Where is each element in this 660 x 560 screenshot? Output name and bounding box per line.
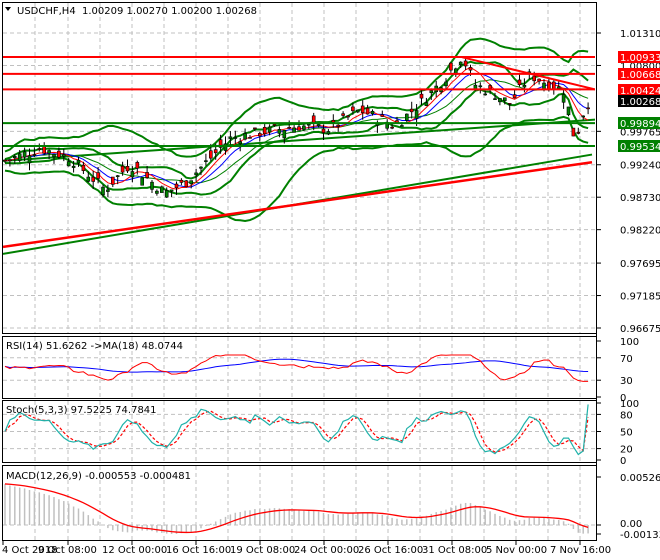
svg-text:0.00: 0.00: [620, 519, 642, 530]
svg-text:0.99894: 0.99894: [620, 119, 660, 130]
time-label: 16 Oct 16:00: [166, 545, 231, 556]
price-tick-label: 0.99240: [620, 161, 660, 172]
svg-text:50: 50: [620, 428, 633, 439]
svg-text:-0.001337: -0.001337: [620, 530, 660, 541]
svg-text:80: 80: [620, 410, 633, 421]
svg-text:20: 20: [620, 445, 633, 456]
time-label: 19 Oct 08:00: [230, 545, 295, 556]
stoch-grid: [3, 401, 596, 462]
rsi-title: RSI(14) 51.6262 ->MA(18) 48.0744: [6, 341, 183, 352]
triangle-down-icon[interactable]: [5, 7, 11, 11]
price-label-1.00268: 1.00268: [618, 95, 660, 108]
macd-panel[interactable]: [2, 465, 597, 541]
stoch-title: Stoch(5,3,3) 97.5225 74.7841: [6, 405, 157, 416]
ohlc-values: 1.00209 1.00270 1.00200 1.00268: [82, 6, 257, 17]
chart-header: USDCHF,H4 1.00209 1.00270 1.00200 1.0026…: [5, 6, 257, 17]
svg-text:0.99534: 0.99534: [620, 142, 660, 153]
svg-text:100: 100: [620, 399, 639, 410]
stoch-main-line: [4, 404, 589, 456]
symbol-title: USDCHF,H4: [17, 6, 76, 17]
stoch-signal-line: [4, 410, 589, 453]
rsi-grid: [3, 337, 596, 398]
support-resistance-levels[interactable]: [3, 55, 596, 148]
main-price-panel[interactable]: [2, 2, 597, 334]
price-tick-label: 0.98730: [620, 193, 660, 204]
price-tick-label: 0.97695: [620, 259, 660, 270]
price-axis[interactable]: 1.01310 1.00800 0.99765 0.99240 0.98730 0.982…: [597, 29, 660, 335]
svg-text:0.005262: 0.005262: [620, 473, 660, 484]
rsi-axis: 100 70 30 0: [597, 337, 639, 404]
price-tick-label: 0.98220: [620, 226, 660, 237]
svg-text:1.00268: 1.00268: [620, 97, 660, 108]
time-label: 24 Oct 00:00: [294, 545, 359, 556]
time-label: 4 Oct 2018: [2, 545, 57, 556]
svg-text:0: 0: [620, 456, 626, 467]
main-grid: [3, 3, 596, 333]
rsi-panel[interactable]: [2, 336, 597, 399]
svg-text:0: 0: [620, 393, 626, 404]
price-label-0.99534: 0.99534: [618, 140, 660, 153]
time-label: 9 Oct 08:00: [38, 545, 97, 556]
time-label: 12 Oct 00:00: [102, 545, 167, 556]
price-label-1.00424: 1.00424: [618, 84, 660, 97]
rsi-line: [4, 354, 589, 382]
price-tick-label: 0.96675: [620, 324, 660, 335]
stochastic-panel[interactable]: [2, 400, 597, 463]
price-tick-label: 1.00800: [620, 61, 660, 72]
macd-signal-line: [4, 483, 589, 534]
macd-axis: 0.005262 0.00-0.001337: [597, 473, 660, 541]
price-tick-label: 0.99765: [620, 127, 660, 138]
svg-text:30: 30: [620, 376, 633, 387]
price-tick-label: 0.97185: [620, 292, 660, 303]
time-label: 5 Nov 00:00: [486, 545, 547, 556]
svg-text:1.00424: 1.00424: [620, 86, 660, 97]
price-label-1.00668: 1.00668: [618, 68, 660, 81]
candlesticks: [3, 57, 590, 198]
descending-trendline[interactable]: [461, 56, 596, 91]
time-label: 7 Nov 16:00: [550, 545, 611, 556]
svg-text:100: 100: [620, 337, 639, 348]
macd-title: MACD(12,26,9) -0.000553 -0.000481: [6, 471, 191, 482]
rsi-ma-line: [4, 358, 589, 373]
time-label: 31 Oct 08:00: [422, 545, 487, 556]
svg-text:70: 70: [620, 354, 633, 365]
svg-text:1.00668: 1.00668: [620, 70, 660, 81]
price-label-1.00933: 1.00933: [618, 51, 660, 64]
price-label-0.99894: 0.99894: [618, 117, 660, 130]
svg-text:1.00933: 1.00933: [620, 53, 660, 64]
price-tick-label: 1.01310: [620, 29, 660, 40]
time-label: 26 Oct 16:00: [358, 545, 423, 556]
macd-histogram: [4, 483, 589, 534]
